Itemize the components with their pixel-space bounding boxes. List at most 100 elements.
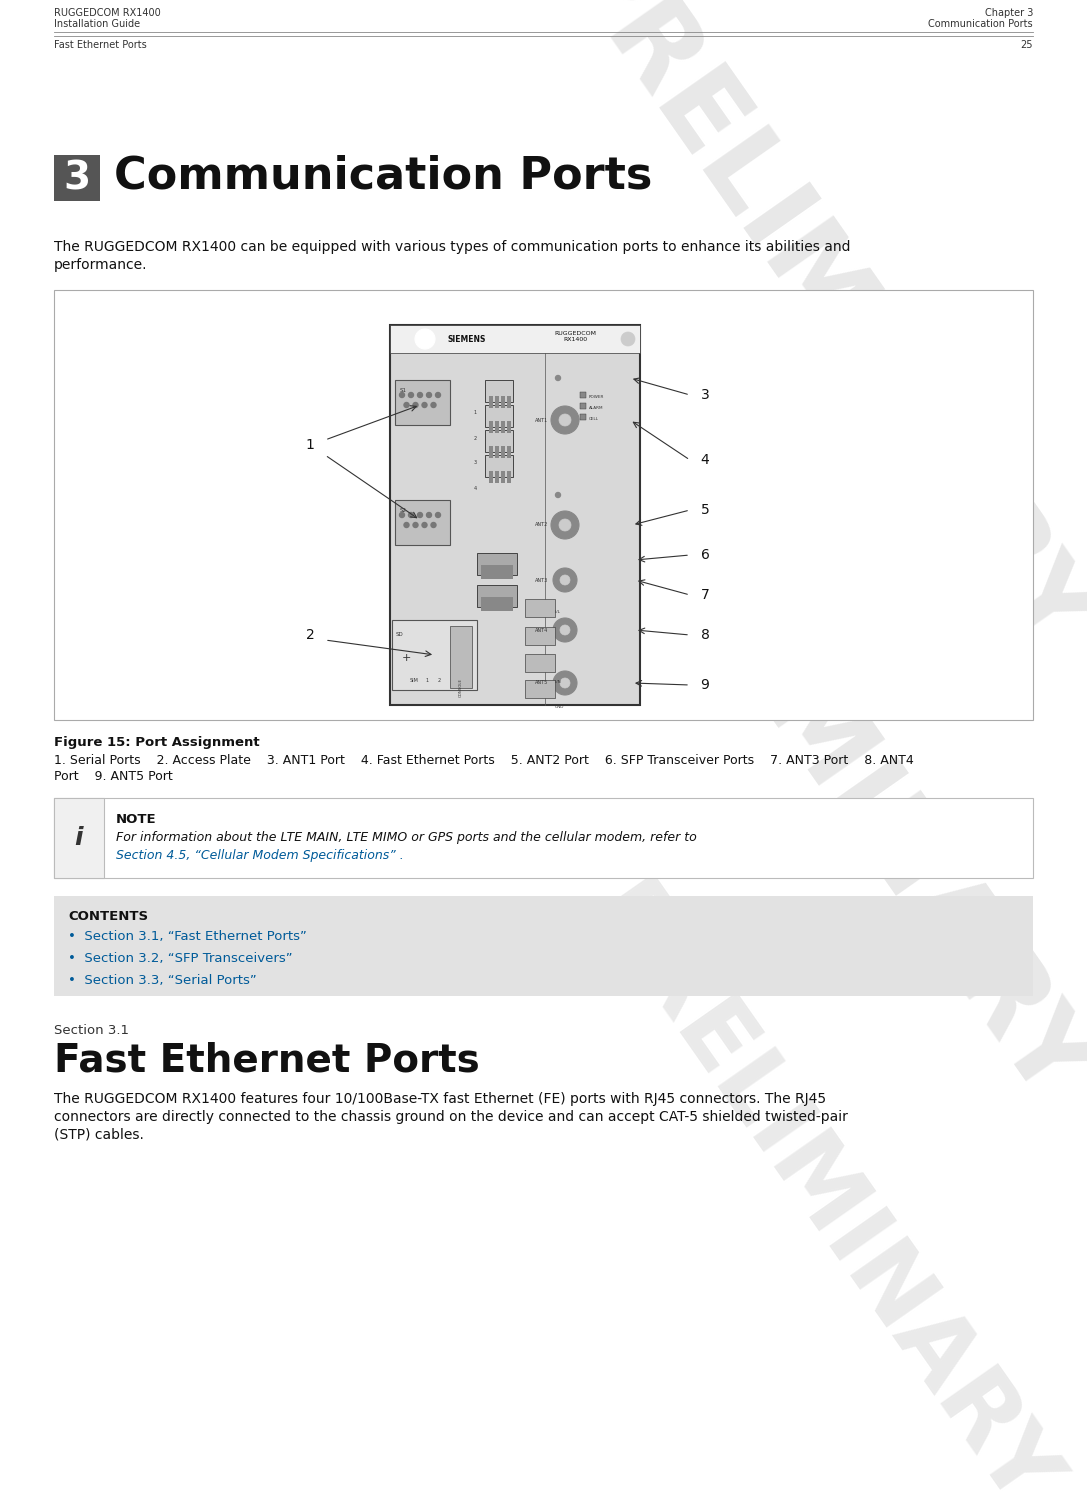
Circle shape: [560, 574, 570, 585]
Text: For information about the LTE MAIN, LTE MIMO or GPS ports and the cellular modem: For information about the LTE MAIN, LTE …: [116, 831, 697, 844]
Text: CELL: CELL: [589, 416, 599, 421]
Bar: [495, 446, 499, 458]
Bar: [501, 395, 505, 407]
Circle shape: [422, 522, 427, 528]
Bar: [507, 395, 511, 407]
Text: Figure 15: Port Assignment: Figure 15: Port Assignment: [54, 736, 260, 749]
Circle shape: [417, 512, 423, 518]
Bar: [54, 897, 1033, 997]
Text: SIEMENS: SIEMENS: [447, 334, 486, 343]
Bar: [489, 446, 493, 458]
Bar: [477, 554, 517, 574]
Circle shape: [559, 413, 571, 427]
Bar: [54, 155, 100, 201]
Circle shape: [417, 392, 423, 397]
Text: ANT2: ANT2: [535, 522, 548, 528]
Text: Fast Ethernet Ports: Fast Ethernet Ports: [54, 40, 147, 51]
Circle shape: [551, 406, 579, 434]
Bar: [395, 500, 450, 545]
Text: L/N: L/N: [555, 680, 562, 683]
Circle shape: [295, 621, 325, 651]
Bar: [489, 471, 493, 483]
Circle shape: [560, 625, 570, 636]
Text: Installation Guide: Installation Guide: [54, 19, 140, 28]
Text: CONTENTS: CONTENTS: [68, 910, 148, 924]
Text: performance.: performance.: [54, 258, 148, 272]
Text: 3: 3: [63, 160, 90, 197]
Circle shape: [413, 403, 418, 407]
Text: 1: 1: [425, 677, 428, 683]
Text: ANT1: ANT1: [535, 418, 548, 422]
Text: ANT4: ANT4: [535, 628, 548, 633]
Circle shape: [415, 330, 435, 349]
Circle shape: [426, 392, 432, 397]
Text: S2: S2: [400, 507, 407, 513]
Bar: [54, 798, 104, 877]
Bar: [525, 653, 555, 671]
Bar: [485, 455, 513, 477]
Text: SD: SD: [396, 633, 403, 637]
Text: 9: 9: [700, 677, 710, 692]
Bar: [495, 395, 499, 407]
Text: The RUGGEDCOM RX1400 features four 10/100Base-TX fast Ethernet (FE) ports with R: The RUGGEDCOM RX1400 features four 10/10…: [54, 1092, 826, 1106]
Text: •  Section 3.1, “Fast Ethernet Ports”: • Section 3.1, “Fast Ethernet Ports”: [68, 930, 307, 943]
Bar: [580, 403, 586, 409]
Text: +: +: [401, 653, 411, 662]
Circle shape: [690, 495, 720, 525]
Text: 2: 2: [474, 436, 477, 440]
Text: RUGGEDCOM: RUGGEDCOM: [554, 331, 596, 336]
Text: Fast Ethernet Ports: Fast Ethernet Ports: [54, 1041, 479, 1080]
Bar: [507, 471, 511, 483]
Text: RX1400: RX1400: [563, 337, 587, 342]
Text: Chapter 3: Chapter 3: [985, 7, 1033, 18]
Bar: [485, 380, 513, 401]
Circle shape: [690, 380, 720, 410]
Circle shape: [422, 403, 427, 407]
Circle shape: [436, 392, 440, 397]
Circle shape: [409, 512, 413, 518]
Bar: [390, 325, 640, 354]
Circle shape: [690, 580, 720, 610]
Text: 7: 7: [701, 588, 710, 601]
Bar: [525, 680, 555, 698]
Bar: [501, 421, 505, 433]
Text: ANT3: ANT3: [535, 577, 548, 582]
Text: 2: 2: [305, 628, 314, 642]
Circle shape: [690, 540, 720, 570]
Bar: [395, 380, 450, 425]
Text: connectors are directly connected to the chassis ground on the device and can ac: connectors are directly connected to the…: [54, 1110, 848, 1123]
Circle shape: [690, 445, 720, 474]
Text: 2: 2: [438, 677, 441, 683]
Bar: [507, 421, 511, 433]
Text: ANT5: ANT5: [535, 680, 548, 685]
Text: S1: S1: [400, 388, 407, 392]
Text: 4: 4: [474, 485, 477, 491]
Text: 6: 6: [700, 548, 710, 562]
Circle shape: [409, 392, 413, 397]
Text: PRELIMINARY: PRELIMINARY: [570, 870, 1071, 1492]
Circle shape: [555, 492, 561, 497]
Bar: [489, 421, 493, 433]
Circle shape: [559, 519, 571, 531]
Bar: [54, 798, 1033, 877]
Text: •  Section 3.2, “SFP Transceivers”: • Section 3.2, “SFP Transceivers”: [68, 952, 292, 965]
Bar: [501, 471, 505, 483]
Text: 1. Serial Ports    2. Access Plate    3. ANT1 Port    4. Fast Ethernet Ports    : 1. Serial Ports 2. Access Plate 3. ANT1 …: [54, 753, 914, 767]
Bar: [495, 421, 499, 433]
Bar: [54, 289, 1033, 721]
Text: •  Section 3.3, “Serial Ports”: • Section 3.3, “Serial Ports”: [68, 974, 257, 988]
Circle shape: [426, 512, 432, 518]
Text: SIM: SIM: [410, 677, 418, 683]
Bar: [482, 565, 513, 579]
Text: PRELIMINARY: PRELIMINARY: [534, 373, 1087, 1128]
Circle shape: [621, 333, 635, 346]
Text: L/L: L/L: [555, 610, 561, 615]
Bar: [525, 598, 555, 618]
Text: Port    9. ANT5 Port: Port 9. ANT5 Port: [54, 770, 173, 783]
Text: 5: 5: [701, 503, 710, 518]
Bar: [580, 392, 586, 398]
Text: Communication Ports: Communication Ports: [928, 19, 1033, 28]
Circle shape: [413, 522, 418, 528]
Circle shape: [404, 403, 409, 407]
Text: POWER: POWER: [589, 395, 604, 398]
